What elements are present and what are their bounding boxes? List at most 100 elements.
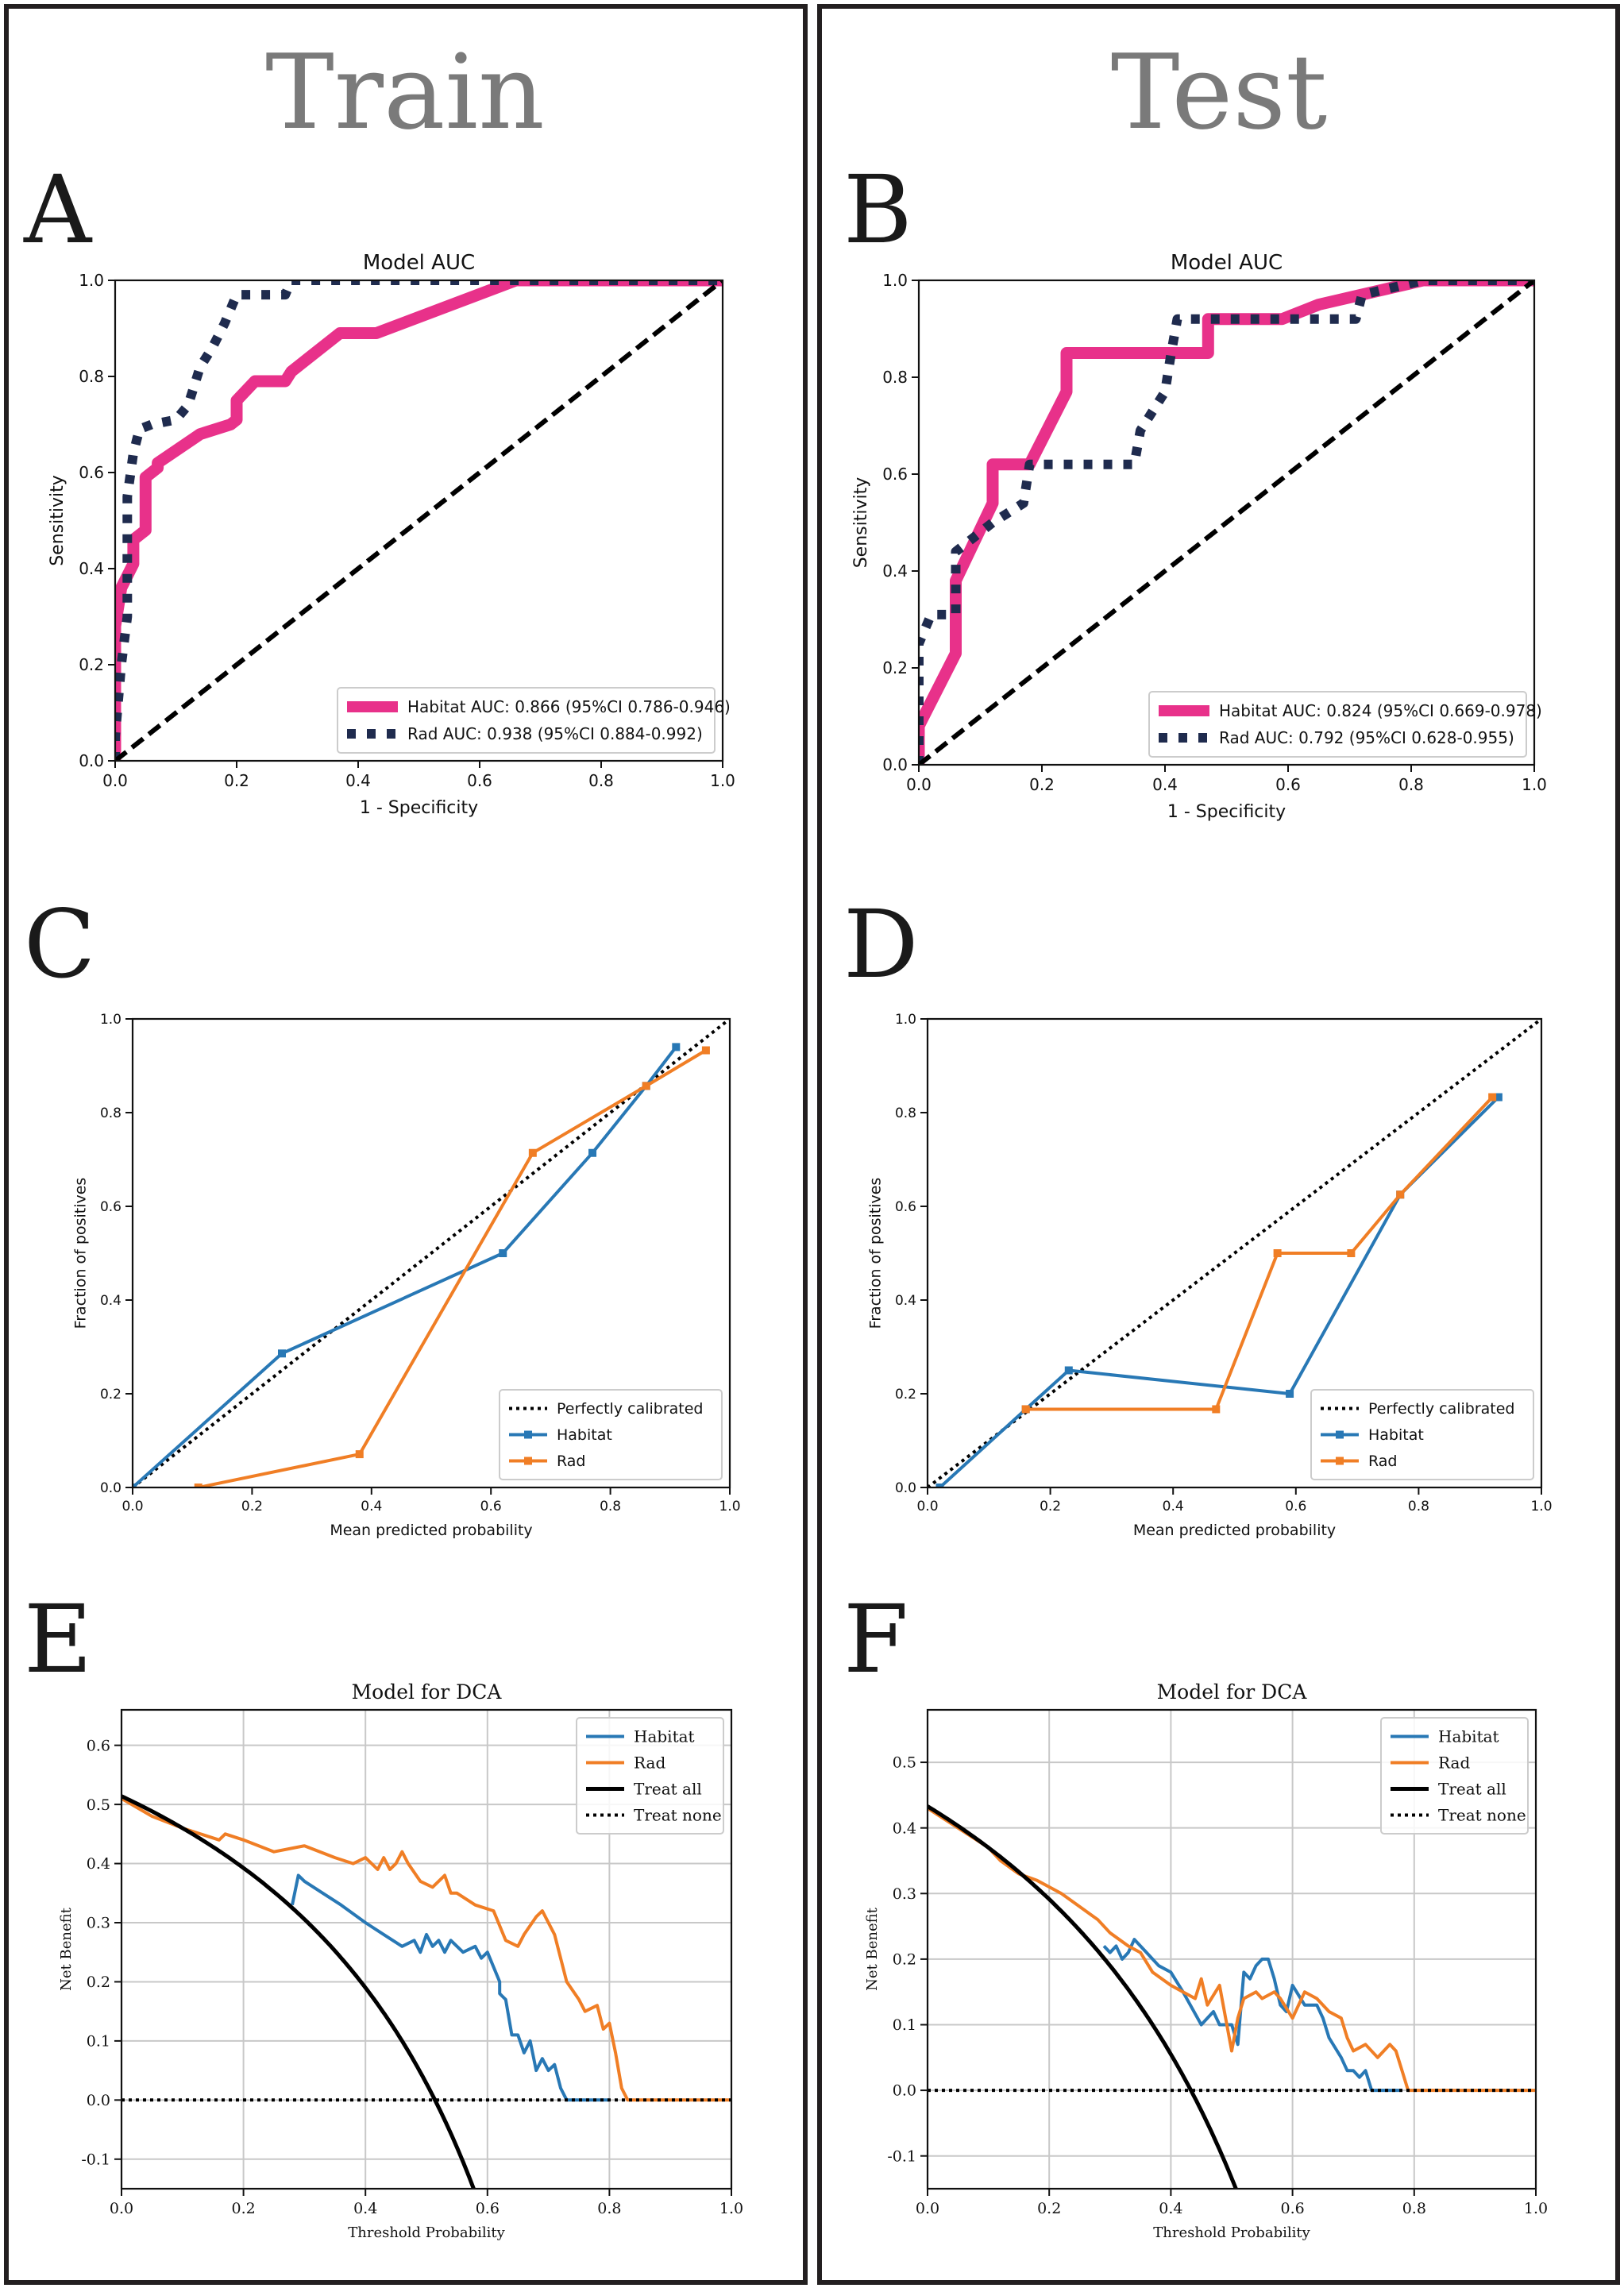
y-tick-label: 0.8 bbox=[895, 1105, 916, 1121]
y-tick-label: 0.2 bbox=[100, 1387, 122, 1403]
legend-label: Habitat AUC: 0.824 (95%CI 0.669-0.978) bbox=[1219, 701, 1542, 720]
panel-label-e: E bbox=[24, 1584, 93, 1694]
data-point-rad bbox=[642, 1082, 650, 1090]
legend-label: Habitat bbox=[634, 1727, 695, 1746]
y-tick-label: 0.6 bbox=[87, 1737, 110, 1754]
y-tick-label: 0.2 bbox=[79, 655, 104, 674]
legend-label: Rad AUC: 0.938 (95%CI 0.884-0.992) bbox=[407, 724, 703, 743]
data-point-rad bbox=[1212, 1405, 1221, 1414]
train-column-frame bbox=[4, 4, 808, 2285]
x-tick-label: 0.6 bbox=[480, 1499, 502, 1514]
x-tick-label: 0.8 bbox=[1402, 2200, 1426, 2217]
y-axis-label: Fraction of positives bbox=[866, 1178, 884, 1329]
legend-label: Treat none bbox=[634, 1806, 722, 1825]
data-point-habitat bbox=[1286, 1390, 1294, 1398]
y-tick-label: 0.0 bbox=[893, 2082, 916, 2100]
series-line-habitat-roc bbox=[115, 280, 723, 761]
legend-label: Rad bbox=[1368, 1453, 1398, 1470]
y-tick-label: 0.5 bbox=[87, 1796, 110, 1814]
chart-panel-b: 0.0 0.2 0.4 0.6 0.8 1.0 0.0 0.2 0.4 0.6 0.8 1.0 Mode… bbox=[851, 251, 1547, 822]
axes-frame bbox=[114, 279, 724, 762]
data-point-rad bbox=[355, 1450, 364, 1459]
legend-label: Rad AUC: 0.792 (95%CI 0.628-0.955) bbox=[1219, 728, 1514, 747]
legend-label: Treat none bbox=[1438, 1806, 1526, 1825]
x-tick-label: 0.0 bbox=[102, 771, 128, 790]
data-point-habitat bbox=[588, 1148, 597, 1157]
legend-label: Habitat bbox=[1368, 1426, 1424, 1444]
data-point-rad bbox=[1488, 1093, 1497, 1102]
plot-area-f bbox=[928, 1804, 1536, 2189]
x-tick-label: 0.4 bbox=[1163, 1499, 1184, 1514]
x-tick-label: 0.8 bbox=[1408, 1499, 1429, 1514]
y-tick-label: 0.0 bbox=[882, 755, 908, 774]
data-point-habitat bbox=[1494, 1093, 1502, 1102]
test-column-title: Test bbox=[1110, 32, 1328, 152]
chart-title: Model AUC bbox=[1171, 251, 1283, 275]
y-tick-label: 0.2 bbox=[882, 658, 908, 677]
y-tick-label: 0.4 bbox=[893, 1819, 916, 1837]
x-tick-label: 0.4 bbox=[361, 1499, 382, 1514]
axes-frame bbox=[131, 1017, 731, 1489]
y-tick-label: 0.6 bbox=[100, 1199, 122, 1215]
series-line-chance bbox=[115, 280, 723, 761]
chart-panel-e: 0.0 0.2 0.4 0.6 0.8 1.0 -0.1 0.0 0.1 0.2 0.3 0.4 0.5… bbox=[58, 1680, 743, 2241]
legend: Perfectly calibrated Habitat Rad bbox=[499, 1389, 723, 1480]
panel-label-c: C bbox=[24, 889, 96, 999]
legend-label: Treat all bbox=[1438, 1780, 1506, 1799]
x-tick-label: 0.8 bbox=[588, 771, 614, 790]
legend: Habitat Rad Treat all Treat none bbox=[1380, 1717, 1529, 1835]
x-tick-label: 0.6 bbox=[476, 2200, 500, 2217]
legend-box bbox=[1148, 691, 1527, 758]
legend-marker bbox=[524, 1457, 532, 1465]
axes-frame bbox=[917, 279, 1536, 766]
y-tick-label: -0.1 bbox=[81, 2151, 110, 2168]
data-point-habitat bbox=[1064, 1366, 1073, 1375]
y-axis-label: Fraction of positives bbox=[71, 1178, 89, 1329]
chart-panel-d: 0.0 0.2 0.4 0.6 0.8 1.0 0.0 0.2 0.4 0.6 0.8 1.0 Mean… bbox=[866, 1012, 1552, 1539]
x-tick-label: 0.2 bbox=[1040, 1499, 1061, 1514]
series-line-rad bbox=[928, 1807, 1536, 2093]
series-line-habitat-roc bbox=[919, 280, 1534, 765]
y-tick-label: 0.1 bbox=[893, 2016, 916, 2034]
x-axis-label: Threshold Probability bbox=[348, 2224, 505, 2241]
plot-area-b bbox=[919, 280, 1534, 765]
legend: Habitat AUC: 0.866 (95%CI 0.786-0.946) Ra… bbox=[337, 687, 731, 754]
chart-panel-a: 0.0 0.2 0.4 0.6 0.8 1.0 0.0 0.2 0.4 0.6 0.8 1.0 Mode… bbox=[48, 251, 735, 818]
legend-box bbox=[499, 1389, 723, 1480]
y-tick-label: 0.8 bbox=[100, 1105, 122, 1121]
data-point-habitat bbox=[935, 1484, 944, 1487]
x-tick-label: 1.0 bbox=[1530, 1499, 1552, 1514]
series-line-rad-roc bbox=[115, 280, 723, 761]
x-axis-label: 1 - Specificity bbox=[360, 798, 478, 818]
panel-label-d: D bbox=[843, 889, 919, 999]
legend-label: Rad bbox=[634, 1754, 665, 1773]
y-tick-label: 0.4 bbox=[895, 1293, 916, 1309]
data-point-rad bbox=[528, 1148, 537, 1157]
y-tick-label: 0.1 bbox=[87, 2033, 110, 2051]
x-tick-label: 0.8 bbox=[600, 1499, 621, 1514]
y-tick-label: 1.0 bbox=[882, 271, 908, 290]
x-tick-label: 0.4 bbox=[353, 2200, 377, 2217]
data-point-habitat bbox=[278, 1349, 286, 1358]
chart-panel-f: 0.0 0.2 0.4 0.6 0.8 1.0 -0.1 0.0 0.1 0.2 0.3 0.4 0.5… bbox=[864, 1680, 1548, 2241]
legend-label: Perfectly calibrated bbox=[557, 1400, 703, 1418]
x-tick-label: 0.0 bbox=[110, 2200, 133, 2217]
x-tick-label: 0.2 bbox=[231, 2200, 255, 2217]
y-tick-label: 0.6 bbox=[79, 463, 104, 482]
y-tick-label: 0.4 bbox=[79, 559, 104, 578]
data-point-rad bbox=[1347, 1249, 1356, 1257]
series-line-treatall bbox=[122, 1794, 476, 2189]
series-line-habitat bbox=[133, 1046, 677, 1487]
x-tick-label: 0.2 bbox=[241, 1499, 263, 1514]
x-tick-label: 0.2 bbox=[1029, 775, 1055, 794]
axes-frame bbox=[926, 1708, 1537, 2190]
panel-label-f: F bbox=[843, 1584, 908, 1694]
x-tick-label: 0.4 bbox=[1152, 775, 1178, 794]
y-tick-label: 0.6 bbox=[882, 465, 908, 484]
x-tick-label: 0.8 bbox=[597, 2200, 621, 2217]
y-tick-label: 1.0 bbox=[100, 1012, 122, 1028]
y-tick-label: 0.2 bbox=[87, 1974, 110, 1991]
y-tick-label: 0.2 bbox=[895, 1387, 916, 1403]
legend-box bbox=[576, 1717, 724, 1835]
